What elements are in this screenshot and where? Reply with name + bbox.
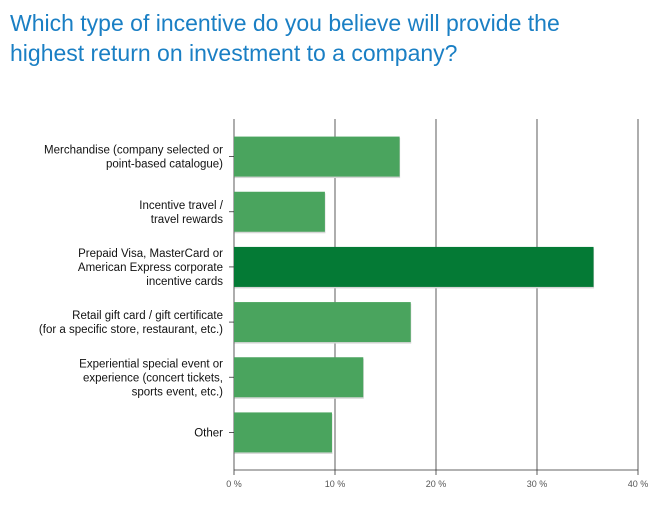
chart-x-axis: 0 % 10 % 20 % 30 % 40 % [226,469,649,489]
category-label: Experiential special event or experience … [79,358,223,398]
category-label: Retail gift card / gift certificate (for … [39,310,223,336]
bar [234,246,594,287]
category-label: Prepaid Visa, MasterCard or American Expr… [78,248,223,288]
category-label-line: Retail gift card / gift certificate [72,310,223,322]
category-label-line: experience (concert tickets, [83,372,223,384]
category-label-line: American Express corporate [78,262,223,274]
chart-category-labels: Merchandise (company selected or point-ba… [39,145,234,439]
category-label-line: Incentive travel / [139,200,224,212]
category-label: Merchandise (company selected or point-ba… [44,145,223,171]
chart-gridlines [233,119,639,470]
category-label-line: (for a specific store, restaurant, etc.) [39,324,223,336]
bar [234,136,400,177]
category-label-line: incentive cards [146,276,223,288]
category-label: Incentive travel / travel rewards [139,200,224,226]
bar [234,302,411,343]
chart-title-line-1: Which type of incentive do you believe w… [10,10,560,36]
chart-bars [234,136,595,454]
x-tick-label: 20 % [426,479,447,489]
category-label-line: sports event, etc.) [132,386,224,398]
category-label: Other [194,427,223,439]
category-label-line: Merchandise (company selected or [44,145,223,157]
bar [234,357,364,398]
x-tick-label: 10 % [325,479,346,489]
category-label-line: point-based catalogue) [106,159,223,171]
chart-title-line-2: highest return on investment to a compan… [10,40,458,66]
category-label-line: Other [194,427,223,439]
category-label-line: travel rewards [151,214,223,226]
chart-title: Which type of incentive do you believe w… [10,8,650,68]
category-label-line: Prepaid Visa, MasterCard or [78,248,223,260]
category-label-line: Experiential special event or [79,358,223,370]
x-tick-label: 40 % [628,479,649,489]
x-tick-label: 30 % [527,479,548,489]
bar [234,412,332,453]
bar [234,191,325,232]
x-tick-label: 0 % [226,479,242,489]
